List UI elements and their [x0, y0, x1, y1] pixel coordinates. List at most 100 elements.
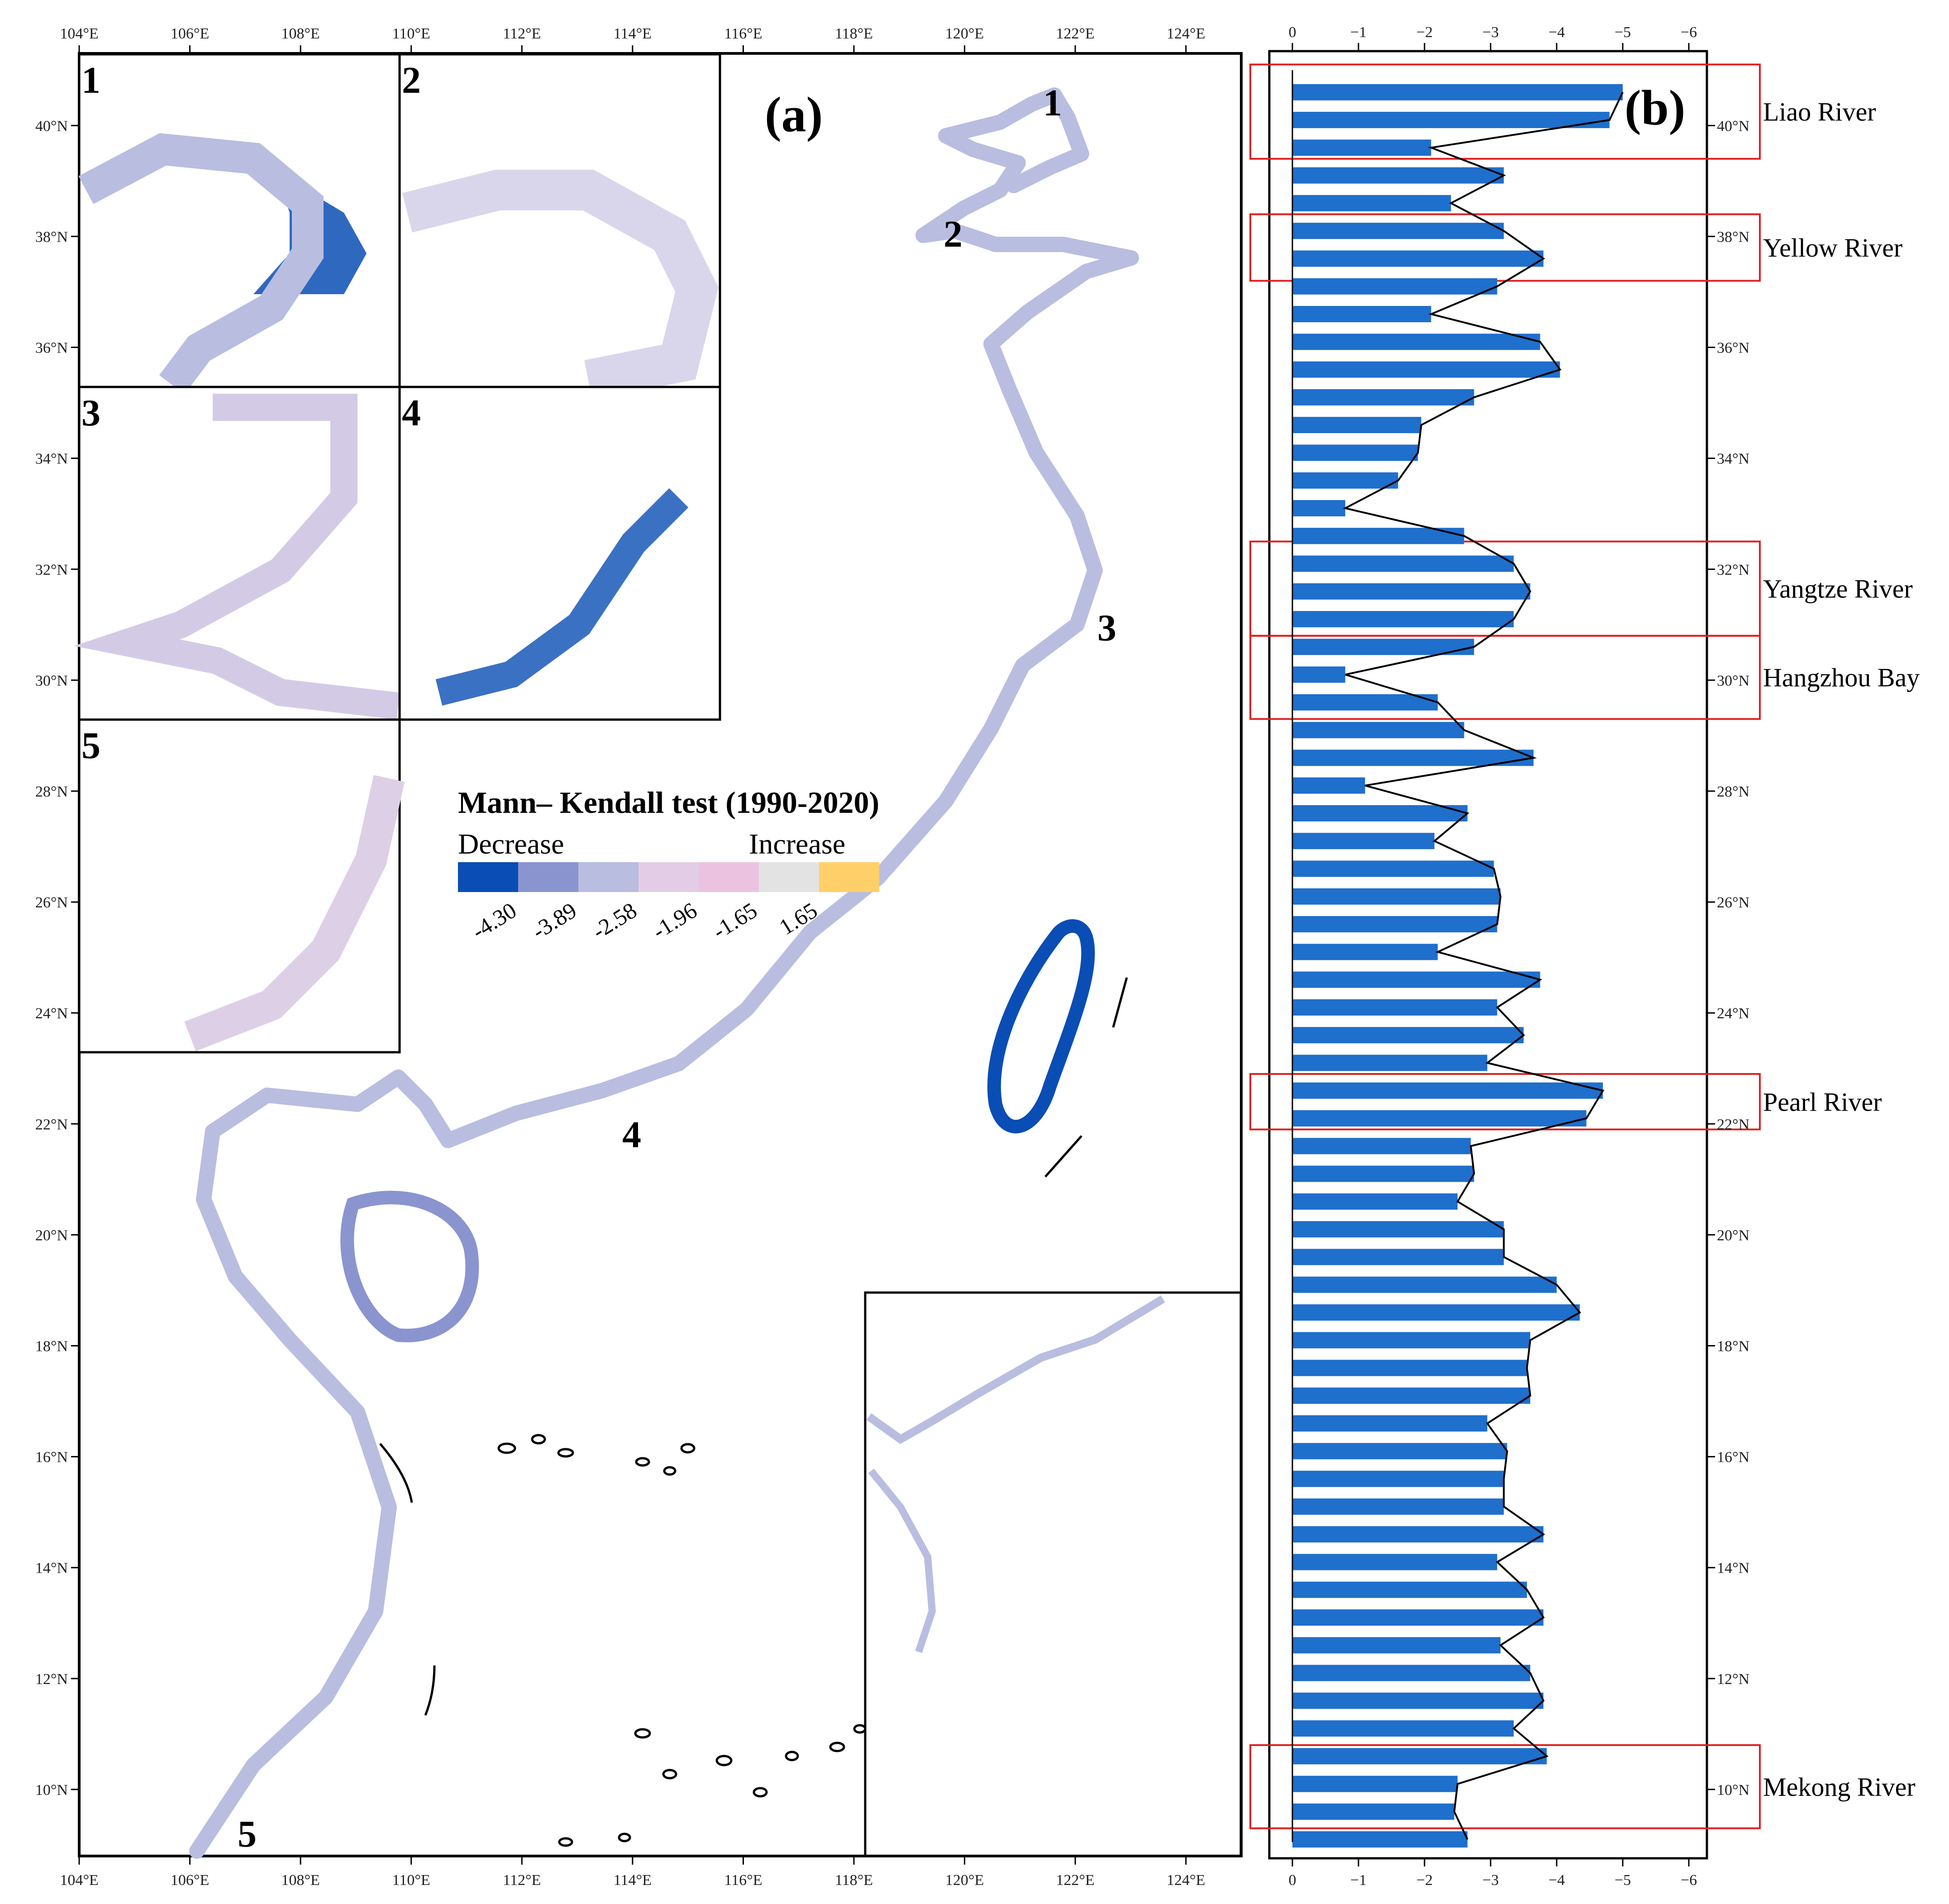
chart-bar — [1292, 1249, 1504, 1265]
x-tick-label: −3 — [1482, 24, 1499, 41]
chart-bar — [1292, 472, 1398, 489]
lon-tick-label: 108°E — [281, 25, 319, 42]
chart-bar — [1292, 1720, 1514, 1737]
x-tick-label: −2 — [1416, 24, 1433, 41]
map-marker-4: 4 — [622, 1114, 641, 1156]
inset-4-water — [435, 488, 689, 706]
chart-bar — [1292, 583, 1530, 600]
chart-bar — [1292, 1276, 1557, 1293]
longitude-ticks-top: 104°E 106°E 108°E 110°E 112°E 114°E 116°E 118°E… — [60, 25, 1205, 53]
chart-bar — [1292, 1609, 1544, 1626]
y-tick-label: 34°N — [1717, 451, 1749, 468]
lon-tick-label: 114°E — [614, 25, 652, 42]
lon-tick-label: 116°E — [724, 25, 762, 42]
chart-bar — [1292, 112, 1610, 129]
chart-bar — [1292, 1803, 1454, 1820]
region-label: Yellow River — [1763, 233, 1902, 262]
legend-swatch — [759, 862, 819, 892]
chart-bar — [1292, 278, 1497, 295]
y-tick-label: 18°N — [1717, 1338, 1749, 1355]
lat-tick-label: 28°N — [35, 783, 68, 800]
y-tick-label: 10°N — [1717, 1782, 1749, 1799]
x-tick-label: −1 — [1350, 1872, 1367, 1889]
chart-bar — [1292, 666, 1345, 683]
x-tick-label: 0 — [1289, 24, 1296, 41]
lat-tick-label: 30°N — [35, 673, 68, 689]
chart-bar — [1292, 139, 1431, 156]
x-tick-label: −2 — [1416, 1872, 1433, 1889]
lat-tick-label: 14°N — [35, 1560, 68, 1577]
lon-tick-label: 118°E — [835, 1872, 873, 1889]
inset-4-frame — [398, 386, 721, 721]
x-tick-label: −6 — [1681, 1872, 1697, 1889]
lat-tick-label: 32°N — [35, 562, 68, 578]
legend-decrease-label: Decrease — [458, 828, 564, 860]
taiwan-outline — [987, 919, 1095, 1134]
chart-bar — [1292, 500, 1345, 516]
inset-label-2: 2 — [402, 59, 421, 101]
chart-bar — [1292, 167, 1504, 184]
chart-bar — [1292, 944, 1438, 960]
chart-bar — [1292, 1165, 1474, 1182]
hainan-outline — [340, 1191, 479, 1342]
region-label: Pearl River — [1763, 1087, 1882, 1117]
x-tick-label: −5 — [1615, 24, 1631, 41]
inset-label-4: 4 — [402, 392, 421, 434]
y-tick-label: 40°N — [1717, 118, 1749, 134]
region-label: Hangzhou Bay — [1763, 663, 1920, 692]
lat-tick-label: 38°N — [35, 229, 68, 245]
lon-tick-label: 124°E — [1167, 1872, 1205, 1889]
legend-swatch — [699, 862, 759, 892]
lon-tick-label: 120°E — [945, 25, 984, 42]
y-tick-label: 28°N — [1717, 783, 1749, 800]
chart-bars — [1292, 84, 1623, 1848]
chart-bar — [1292, 833, 1434, 849]
lon-tick-label: 106°E — [171, 1872, 209, 1889]
chart-bar — [1292, 306, 1431, 323]
map-marker-3: 3 — [1097, 607, 1116, 649]
chart-bar — [1292, 1304, 1580, 1321]
chart-bar — [1292, 999, 1497, 1016]
region-labels: Liao River Yellow River Yangtze River Hangz… — [1763, 97, 1920, 1802]
chart-bar — [1292, 722, 1464, 739]
y-tick-label: 32°N — [1717, 562, 1749, 578]
chart-bar — [1292, 1193, 1458, 1210]
chart-bar — [1292, 1775, 1458, 1792]
map-marker-1: 1 — [1043, 82, 1062, 124]
y-tick-label: 38°N — [1717, 229, 1749, 245]
region-label: Liao River — [1763, 97, 1876, 127]
chart-bar — [1292, 1554, 1497, 1570]
inset-coastline — [866, 1295, 1165, 1444]
x-tick-label: −4 — [1549, 1872, 1565, 1889]
lon-tick-label: 122°E — [1056, 1872, 1094, 1889]
y-tick-label: 14°N — [1717, 1560, 1749, 1577]
coastline — [189, 87, 1139, 1859]
chart-bar — [1292, 1360, 1527, 1376]
lat-tick-label: 16°N — [35, 1449, 68, 1466]
chart-bar — [1292, 1221, 1504, 1238]
chart-bar — [1292, 1055, 1487, 1071]
chart-bar — [1292, 195, 1451, 211]
x-tick-label: 0 — [1289, 1872, 1296, 1889]
legend-color-bar — [458, 862, 879, 892]
chart-bar — [1292, 1581, 1527, 1598]
y-tick-label: 12°N — [1717, 1671, 1749, 1688]
bar-chart-panel: 0 0 −1 −1 −2 −2 −3 −3 −4 −4 −5 −5 −6 −6 40°N 38°N 36°N 3… — [1249, 24, 1920, 1889]
chart-y-axis-ticks: 40°N 38°N 36°N 34°N 32°N 30°N 28°N 26°N 24°N 22°N… — [1707, 118, 1749, 1799]
legend-swatch — [819, 862, 879, 892]
inset-label-5: 5 — [81, 725, 100, 767]
chart-bar — [1292, 1387, 1530, 1404]
x-tick-label: −6 — [1681, 24, 1697, 41]
lon-tick-label: 108°E — [281, 1872, 319, 1889]
chart-bar — [1292, 971, 1540, 988]
legend-swatch — [458, 862, 518, 892]
lat-tick-label: 22°N — [35, 1116, 68, 1133]
south-china-sea-inset — [864, 1291, 1242, 1857]
lat-tick-label: 24°N — [35, 1005, 68, 1022]
legend-title: Mann– Kendall test (1990-2020) — [458, 785, 879, 820]
inset-label-3: 3 — [81, 392, 100, 434]
chart-bar — [1292, 1110, 1587, 1127]
chart-bar — [1292, 1082, 1603, 1099]
chart-bar — [1292, 361, 1560, 378]
